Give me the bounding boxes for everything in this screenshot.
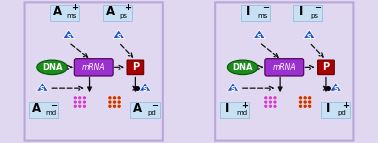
Text: I: I [246,5,250,18]
Text: +: + [124,3,131,12]
Circle shape [78,96,82,100]
FancyBboxPatch shape [130,102,160,118]
Text: pd: pd [147,110,156,116]
Text: ps: ps [310,13,318,19]
Circle shape [82,96,87,100]
FancyBboxPatch shape [103,5,132,21]
Circle shape [299,96,302,100]
Circle shape [82,100,87,104]
Text: md: md [236,110,248,116]
Text: s: s [257,32,262,41]
Circle shape [113,100,116,104]
Text: s: s [116,32,121,41]
Circle shape [117,104,121,108]
Circle shape [273,100,277,104]
FancyBboxPatch shape [220,102,249,118]
Text: −: − [262,3,269,12]
Polygon shape [139,83,151,91]
Circle shape [268,96,273,100]
Circle shape [113,104,116,108]
Text: s: s [231,84,235,93]
Polygon shape [113,30,125,38]
Text: −: − [152,101,159,110]
Circle shape [268,100,273,104]
Text: s: s [333,84,338,93]
Text: +: + [342,101,349,110]
Polygon shape [253,30,265,38]
Circle shape [82,104,87,108]
Circle shape [299,100,302,104]
Text: −: − [314,3,321,12]
Text: mRNA: mRNA [273,63,296,72]
Circle shape [299,104,302,108]
Text: pd: pd [338,110,347,116]
Circle shape [78,100,82,104]
Text: s: s [67,32,71,41]
Circle shape [303,96,307,100]
Text: s: s [40,84,45,93]
Circle shape [108,100,112,104]
Circle shape [73,100,77,104]
Circle shape [273,96,277,100]
Text: I: I [225,103,229,116]
Polygon shape [63,30,75,38]
Circle shape [268,104,273,108]
Text: P: P [132,62,139,72]
Text: ps: ps [119,13,127,19]
FancyBboxPatch shape [127,60,144,75]
Circle shape [117,100,121,104]
Text: I: I [326,103,331,116]
Text: mRNA: mRNA [82,63,105,72]
Circle shape [264,100,268,104]
Circle shape [113,96,116,100]
Circle shape [108,96,112,100]
Text: ms: ms [257,13,268,19]
Text: A: A [53,5,62,18]
Text: P: P [322,62,330,72]
Circle shape [308,100,312,104]
Circle shape [73,96,77,100]
Circle shape [78,104,82,108]
Text: md: md [46,110,57,116]
Text: DNA: DNA [232,63,253,72]
Circle shape [308,96,312,100]
Text: A: A [133,103,143,116]
Text: A: A [32,103,41,116]
FancyBboxPatch shape [29,102,58,118]
Circle shape [264,96,268,100]
Circle shape [117,96,121,100]
Text: DNA: DNA [42,63,62,72]
Polygon shape [303,30,315,38]
FancyBboxPatch shape [50,5,79,21]
Polygon shape [36,83,48,91]
Polygon shape [330,83,342,91]
FancyBboxPatch shape [321,102,350,118]
Circle shape [303,104,307,108]
Circle shape [264,104,268,108]
FancyBboxPatch shape [318,60,334,75]
FancyBboxPatch shape [74,59,113,76]
Text: s: s [307,32,311,41]
Circle shape [273,104,277,108]
Text: s: s [143,84,147,93]
Circle shape [108,104,112,108]
FancyBboxPatch shape [293,5,322,21]
Circle shape [308,104,312,108]
Circle shape [73,104,77,108]
Text: I: I [299,5,303,18]
FancyBboxPatch shape [240,5,270,21]
Text: A: A [105,5,115,18]
Text: +: + [71,3,78,12]
Text: −: − [50,101,57,110]
Ellipse shape [37,60,67,75]
Polygon shape [227,83,239,91]
FancyBboxPatch shape [265,59,304,76]
Ellipse shape [228,60,258,75]
Text: +: + [241,101,248,110]
Text: ms: ms [67,13,77,19]
Circle shape [303,100,307,104]
